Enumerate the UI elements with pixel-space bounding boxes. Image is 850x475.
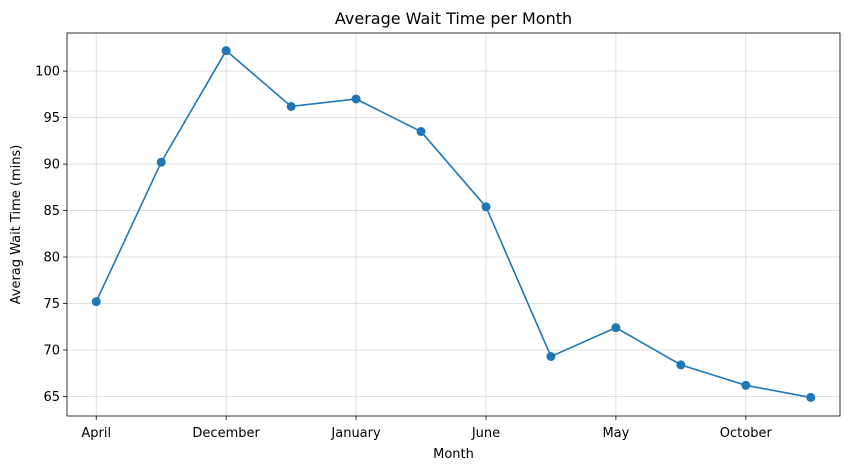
grid	[67, 33, 840, 416]
x-tick-label: December	[192, 426, 260, 441]
data-point	[676, 360, 686, 370]
x-axis-ticks: April December January June May October	[81, 416, 772, 441]
chart-title: Average Wait Time per Month	[335, 9, 572, 28]
y-tick-label: 80	[43, 251, 60, 266]
x-tick-label: January	[330, 426, 381, 441]
x-tick-label: June	[471, 426, 500, 441]
series-line	[95, 49, 811, 399]
data-point	[546, 352, 556, 362]
x-tick-label: October	[720, 426, 773, 441]
y-tick-label: 70	[43, 343, 60, 358]
y-tick-label: 65	[43, 390, 60, 405]
y-tick-label: 75	[43, 297, 60, 312]
data-point	[416, 127, 426, 137]
data-point	[221, 46, 231, 56]
y-tick-label: 95	[43, 111, 60, 126]
y-tick-label: 85	[43, 204, 60, 219]
y-axis-label: Averag Wait Time (mins)	[9, 145, 24, 305]
data-point	[741, 380, 751, 390]
data-point	[286, 101, 296, 111]
data-point	[481, 202, 491, 212]
data-point	[91, 297, 101, 307]
x-axis-label: Month	[433, 447, 474, 462]
data-point	[611, 323, 621, 333]
x-tick-label: May	[602, 426, 629, 441]
y-tick-label: 90	[43, 158, 60, 173]
y-tick-label: 100	[35, 65, 60, 80]
data-point	[806, 392, 816, 402]
data-point	[351, 94, 361, 104]
data-point	[156, 157, 166, 167]
x-tick-label: April	[81, 426, 111, 441]
data-points	[91, 46, 816, 402]
y-axis-ticks: 65 70 75 80 85 90 95 100	[35, 65, 67, 405]
plot-area-frame	[66, 32, 841, 417]
